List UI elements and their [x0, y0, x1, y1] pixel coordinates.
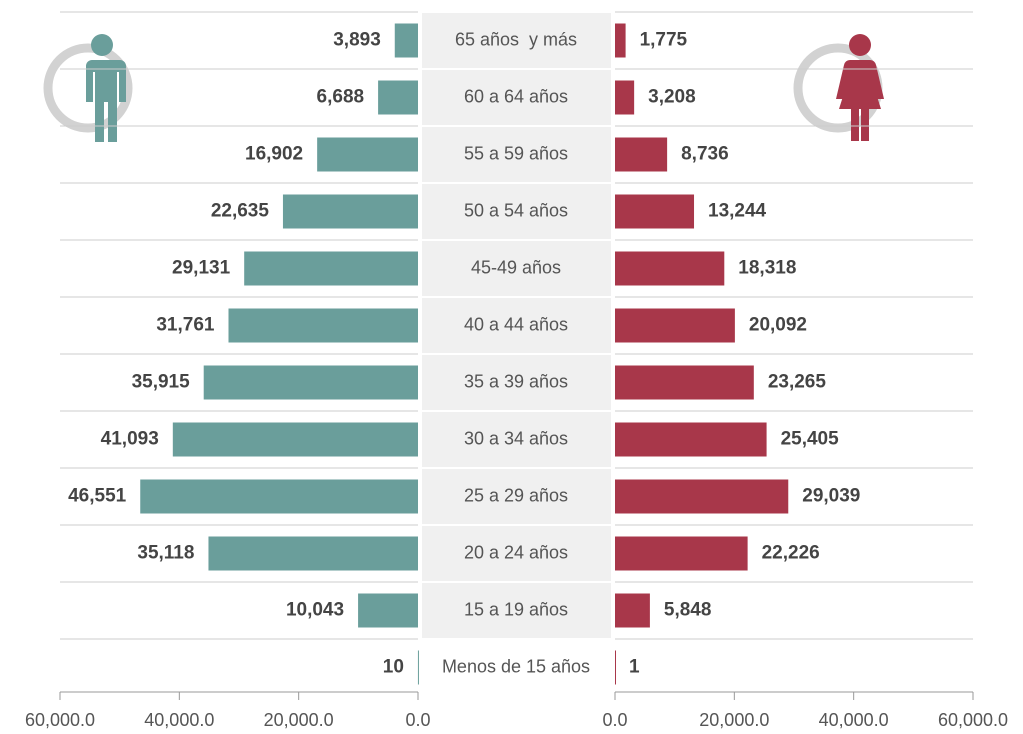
value-label: 22,635: [211, 201, 270, 222]
value-label: 16,902: [245, 144, 303, 165]
bar: [228, 308, 418, 343]
category-label: 30 a 34 años: [464, 428, 568, 448]
bar: [615, 23, 626, 58]
bar: [203, 365, 418, 400]
category-label: 35 a 39 años: [464, 371, 568, 391]
bar: [394, 23, 418, 58]
category-band: [422, 583, 611, 638]
value-label: 41,093: [101, 429, 159, 450]
value-label: 22,226: [762, 543, 820, 564]
value-label: 10,043: [286, 600, 344, 621]
x-tick-label: 60,000.0: [25, 710, 95, 730]
bar: [358, 593, 418, 628]
bar: [172, 422, 418, 457]
value-label: 35,118: [137, 543, 194, 564]
category-band: [422, 13, 611, 68]
female-icon: [793, 34, 884, 141]
value-label: 35,915: [132, 372, 191, 393]
value-label: 10: [383, 657, 404, 678]
bar: [208, 536, 418, 571]
x-tick-label: 20,000.0: [699, 710, 769, 730]
bar: [615, 194, 695, 229]
value-label: 25,405: [781, 429, 840, 450]
category-band: [422, 241, 611, 296]
category-band: [422, 412, 611, 467]
bar: [615, 251, 725, 286]
category-label: Menos de 15 años: [442, 656, 590, 676]
value-label: 1: [629, 657, 640, 678]
category-band: [422, 526, 611, 581]
value-label: 5,848: [664, 600, 712, 621]
bar: [615, 422, 767, 457]
value-label: 13,244: [708, 201, 767, 222]
value-label: 23,265: [768, 372, 827, 393]
bar: [317, 137, 418, 172]
bar: [615, 308, 735, 343]
value-label: 46,551: [68, 486, 127, 507]
bar: [615, 479, 789, 514]
bar: [615, 80, 635, 115]
category-label: 50 a 54 años: [464, 200, 568, 220]
male-icon: [43, 34, 133, 142]
category-band: [422, 298, 611, 353]
category-label: 65 años y más: [455, 29, 577, 49]
bar: [615, 365, 754, 400]
category-label: 55 a 59 años: [464, 143, 568, 163]
category-band: [422, 184, 611, 239]
bar: [140, 479, 418, 514]
value-label: 29,131: [172, 258, 231, 279]
bar: [244, 251, 418, 286]
category-label: 15 a 19 años: [464, 599, 568, 619]
value-label: 3,893: [333, 30, 381, 51]
bar: [615, 650, 616, 685]
category-label: 40 a 44 años: [464, 314, 568, 334]
value-label: 20,092: [749, 315, 807, 336]
bar: [615, 536, 748, 571]
category-label: 20 a 24 años: [464, 542, 568, 562]
value-label: 6,688: [317, 87, 365, 108]
bar: [615, 593, 650, 628]
x-tick-label: 20,000.0: [264, 710, 334, 730]
category-band: [422, 70, 611, 125]
bar: [615, 137, 668, 172]
x-tick-label: 40,000.0: [144, 710, 214, 730]
x-tick-label: 60,000.0: [938, 710, 1008, 730]
category-label: 25 a 29 años: [464, 485, 568, 505]
value-label: 29,039: [802, 486, 860, 507]
category-band: [422, 469, 611, 524]
category-label: 60 a 64 años: [464, 86, 568, 106]
category-label: 45-49 años: [471, 257, 561, 277]
category-band: [422, 127, 611, 182]
x-tick-label: 40,000.0: [819, 710, 889, 730]
bar: [378, 80, 418, 115]
value-label: 1,775: [640, 30, 688, 51]
category-band: [422, 355, 611, 410]
bar: [282, 194, 418, 229]
x-tick-label: 0.0: [405, 710, 430, 730]
value-label: 8,736: [681, 144, 729, 165]
bar: [417, 650, 419, 685]
value-label: 31,761: [156, 315, 215, 336]
value-label: 3,208: [648, 87, 696, 108]
x-tick-label: 0.0: [602, 710, 627, 730]
value-label: 18,318: [738, 258, 796, 279]
